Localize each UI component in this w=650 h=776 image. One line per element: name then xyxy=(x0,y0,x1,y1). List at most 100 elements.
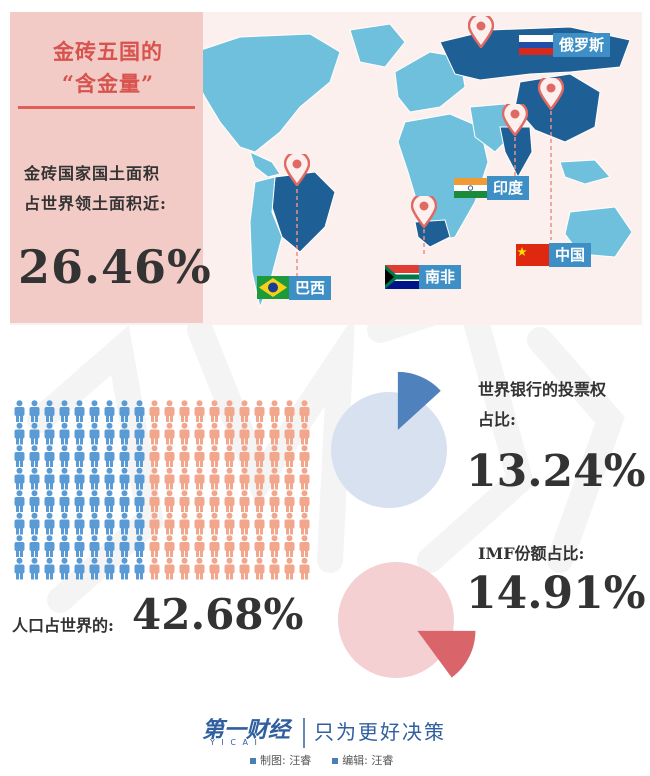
person-icon xyxy=(119,535,130,557)
person-icon xyxy=(299,400,310,422)
person-icon xyxy=(179,557,190,580)
person-icon xyxy=(224,445,235,467)
person-icon xyxy=(209,400,220,422)
person-icon xyxy=(29,535,40,557)
person-icon xyxy=(104,490,115,512)
title-line-1: 金砖五国的 xyxy=(53,39,163,64)
person-icon xyxy=(119,490,130,512)
label-russia: 俄罗斯 xyxy=(553,33,611,57)
person-icon xyxy=(14,535,25,557)
person-icon xyxy=(29,512,40,535)
person-icon xyxy=(14,422,25,445)
slogan: 只为更好决策 xyxy=(314,720,446,744)
person-icon xyxy=(194,490,205,512)
imf-label: IMF份额占比: xyxy=(478,544,585,563)
person-icon xyxy=(194,422,205,445)
person-icon xyxy=(269,535,280,557)
person-icon xyxy=(284,467,295,490)
person-icon xyxy=(194,557,205,580)
vote-label-1: 世界银行的投票权 xyxy=(478,380,607,399)
pin-icon xyxy=(502,104,528,136)
brazil-flag-icon xyxy=(257,276,289,299)
person-icon xyxy=(74,557,85,580)
person-icon xyxy=(239,445,250,467)
person-icon xyxy=(194,445,205,467)
person-icon xyxy=(74,400,85,422)
credits: 制图: 汪睿 编辑: 汪睿 xyxy=(250,752,393,768)
person-icon xyxy=(119,557,130,580)
title-box: 金砖五国的 “含金量” 金砖国家国土面积 占世界领土面积近: 26.46% xyxy=(10,12,211,323)
label-india: 印度 xyxy=(487,176,530,200)
person-icon xyxy=(89,535,100,557)
land-text-1: 金砖国家国土面积 xyxy=(24,164,161,183)
person-icon xyxy=(14,445,25,467)
person-icon xyxy=(164,490,175,512)
person-icon xyxy=(269,400,280,422)
person-icon xyxy=(209,445,220,467)
china-flag-icon xyxy=(516,244,549,266)
pin-icon xyxy=(284,154,310,186)
person-icon xyxy=(194,535,205,557)
vote-percent: 13.24% xyxy=(466,446,646,497)
person-icon xyxy=(194,512,205,535)
world-map xyxy=(191,23,633,309)
label-south-africa: 南非 xyxy=(419,265,462,289)
person-icon xyxy=(29,490,40,512)
person-icon xyxy=(209,557,220,580)
credit-editor: 编辑: 汪睿 xyxy=(342,754,394,767)
person-icon xyxy=(44,490,55,512)
imf-share-pie xyxy=(338,562,476,678)
person-icon xyxy=(239,535,250,557)
pie-base-slice xyxy=(331,392,447,508)
person-icon xyxy=(74,467,85,490)
person-icon xyxy=(254,400,265,422)
person-icon xyxy=(59,467,70,490)
person-icon xyxy=(269,422,280,445)
person-icon xyxy=(44,557,55,580)
person-icon xyxy=(59,512,70,535)
vote-label-2: 占比: xyxy=(478,410,516,429)
label-brazil: 巴西 xyxy=(289,276,332,300)
person-icon xyxy=(269,557,280,580)
person-icon xyxy=(149,535,160,557)
pie-base-slice xyxy=(338,562,454,678)
person-icon xyxy=(74,490,85,512)
person-icon xyxy=(14,467,25,490)
yicai-logo: 第一财经 xyxy=(202,718,291,743)
pie-highlight-slice xyxy=(417,630,476,678)
person-icon xyxy=(44,422,55,445)
person-icon xyxy=(29,467,40,490)
person-icon xyxy=(254,557,265,580)
population-percent: 42.68% xyxy=(132,590,304,639)
person-icon xyxy=(44,467,55,490)
person-icon xyxy=(149,490,160,512)
person-icon xyxy=(59,557,70,580)
person-icon xyxy=(164,422,175,445)
pin-icon xyxy=(538,78,564,110)
person-icon xyxy=(59,445,70,467)
footer-logo-bar xyxy=(200,716,305,748)
person-icon xyxy=(164,557,175,580)
population-label: 人口占世界的: xyxy=(12,616,114,635)
person-icon xyxy=(14,490,25,512)
person-icon xyxy=(44,535,55,557)
person-icon xyxy=(179,400,190,422)
person-icon xyxy=(209,422,220,445)
pin-icon xyxy=(468,16,494,48)
person-icon xyxy=(254,445,265,467)
person-icon xyxy=(104,400,115,422)
person-icon xyxy=(104,512,115,535)
person-icon xyxy=(74,445,85,467)
person-icon xyxy=(239,422,250,445)
person-icon xyxy=(164,400,175,422)
population-pictogram xyxy=(14,400,310,580)
person-icon xyxy=(284,400,295,422)
person-icon xyxy=(14,512,25,535)
imf-percent: 14.91% xyxy=(466,568,646,619)
person-icon xyxy=(104,422,115,445)
person-icon xyxy=(194,467,205,490)
person-icon xyxy=(44,400,55,422)
person-icon xyxy=(119,422,130,445)
person-icon xyxy=(89,512,100,535)
land-text-2: 占世界领土面积近: xyxy=(24,194,167,213)
